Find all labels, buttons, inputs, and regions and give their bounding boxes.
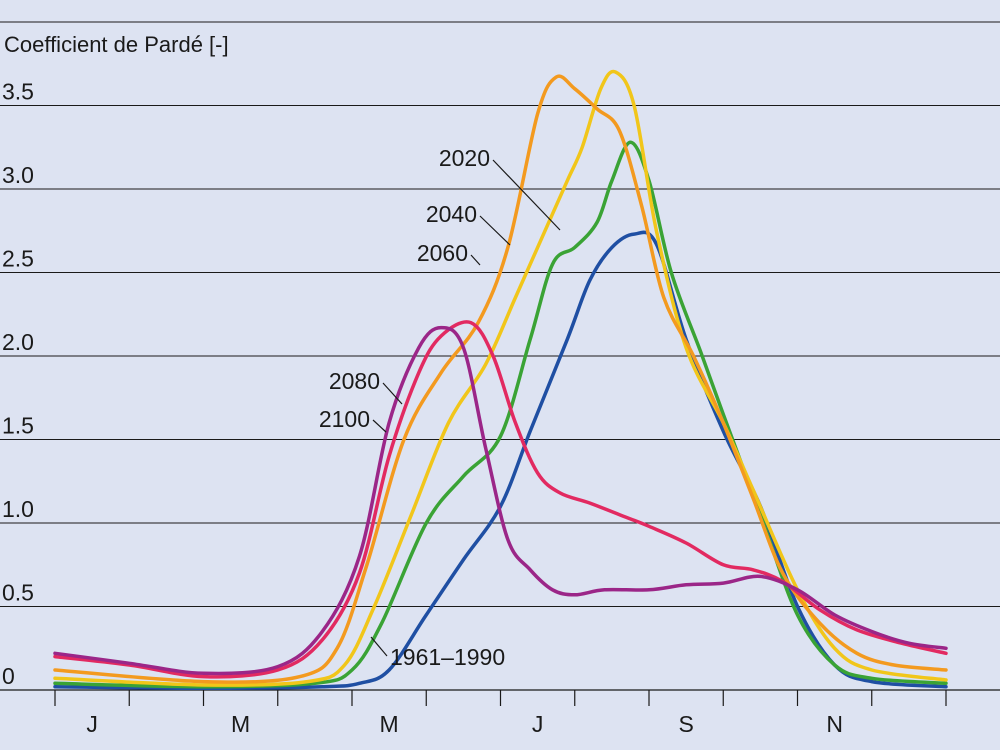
y-tick-label: 2.5 <box>2 246 34 272</box>
y-tick-labels: 0 0.5 1.0 1.5 2.0 2.5 3.0 3.5 <box>2 79 34 690</box>
series-line-2100 <box>53 320 948 679</box>
month-label: S <box>678 711 693 737</box>
annotation-label: 2080 <box>329 368 380 394</box>
y-tick-label: 3.0 <box>2 162 34 188</box>
annotation-leader <box>370 636 388 657</box>
series-line-1961–1990 <box>53 230 948 691</box>
annotation-leader <box>479 215 511 246</box>
x-axis <box>0 689 1000 706</box>
month-label: J <box>86 711 98 737</box>
annotation-leader <box>372 419 387 433</box>
y-tick-label: 1.5 <box>2 413 34 439</box>
y-tick-label: 0.5 <box>2 580 34 606</box>
series-line-2040 <box>53 69 948 687</box>
annotation-leader <box>470 254 481 266</box>
annotation-label: 1961–1990 <box>390 644 505 670</box>
month-label: M <box>380 711 399 737</box>
series-line-2020 <box>53 74 948 684</box>
y-tick-label: 2.0 <box>2 329 34 355</box>
annotation-label: 2100 <box>319 406 370 432</box>
annotation-label: 2040 <box>426 201 477 227</box>
annotation-label: 2060 <box>417 240 468 266</box>
month-label: J <box>532 711 544 737</box>
y-tick-label: 1.0 <box>2 496 34 522</box>
annotation-leader <box>492 159 561 231</box>
y-tick-label: 0 <box>2 663 15 689</box>
month-label: M <box>231 711 250 737</box>
series-line-2080 <box>53 325 948 676</box>
y-tick-label: 3.5 <box>2 79 34 105</box>
y-axis-label: Coefficient de Pardé [-] <box>4 32 229 57</box>
month-label: N <box>826 711 843 737</box>
annotation-leader <box>382 382 403 405</box>
series-annotations: 2020 2040 2060 2080 2100 1961–1990 <box>319 145 561 670</box>
annotation-label: 2020 <box>439 145 490 171</box>
series-lines <box>53 69 948 691</box>
